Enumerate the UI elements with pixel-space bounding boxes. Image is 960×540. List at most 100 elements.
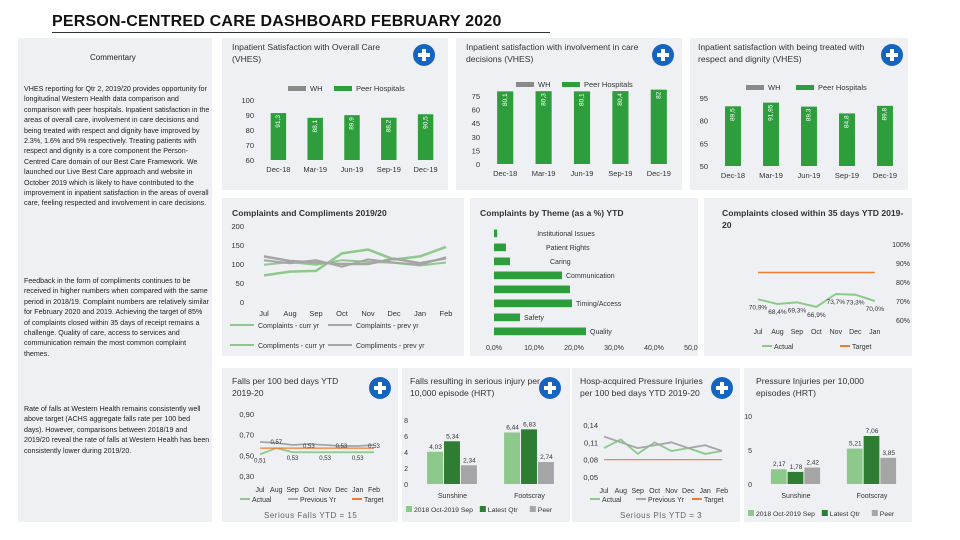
commentary-para-complaints: Feedback in the form of compliments cont…: [24, 277, 209, 358]
y-tick-label: 90%: [896, 261, 910, 268]
pressure-injury-chart: 10 5 0 2,17 1,782,42 Sunshine 5,21 7,06 3,85 Foot…: [744, 414, 897, 518]
respect-title: Inpatient satisfaction with being treate…: [698, 42, 865, 64]
legend-label-actual: Actual: [774, 344, 794, 351]
x-tick-label: 30,0%: [604, 345, 624, 352]
legend-label: Compliments - curr yr: [258, 343, 326, 350]
group-bar: [787, 471, 804, 484]
bar-wh: [877, 105, 893, 166]
bar-wh: [307, 117, 323, 160]
y-tick-label: 0,70: [239, 431, 254, 440]
point-value-label: 0,53: [319, 456, 331, 462]
falls-injury-panel: Falls resulting in serious injury per 10…: [402, 368, 570, 522]
bar-value-label: 80,1: [502, 93, 509, 106]
bar-value-label: 89,9: [349, 117, 356, 130]
bar-value-label: 5,21: [849, 441, 862, 448]
x-tick-label: Footscray: [857, 493, 888, 500]
y-tick-label: 80: [700, 117, 708, 126]
x-tick-label: Mar-19: [532, 169, 556, 178]
themes-title: Complaints by Theme (as a %) YTD: [480, 208, 624, 218]
x-tick-label: Nov: [830, 329, 843, 336]
x-tick-label: Dec: [335, 487, 348, 494]
x-tick-label: Sunshine: [781, 493, 810, 500]
series-line: [603, 438, 723, 456]
point-value-label: 0,53: [303, 444, 315, 450]
x-tick-label: Dec: [682, 488, 695, 495]
bar-wh: [763, 102, 779, 166]
bar-value-label: 7,06: [866, 428, 879, 435]
bar-wh: [381, 117, 397, 160]
themes-chart: Institutional Issues Patient Rights Caring…: [486, 229, 698, 352]
falls-logo-icon: [369, 377, 391, 399]
theme-bar: [494, 257, 510, 266]
legend-swatch: [871, 510, 878, 516]
y-tick-label: 45: [472, 119, 480, 128]
y-tick-label: 15: [472, 146, 480, 155]
dashboard-title: PERSON-CENTRED CARE DASHBOARD FEBRUARY 2…: [52, 13, 502, 30]
y-tick-label: 100%: [892, 242, 910, 249]
falls-panel: Falls per 100 bed days YTD 2019-20 0,90 0…: [222, 368, 398, 522]
series-line: [259, 441, 375, 447]
bar-value-label: 84,8: [844, 115, 851, 128]
hospital-logo-icon: [652, 44, 674, 66]
x-tick-label: Sep: [631, 488, 644, 495]
point-value-label: 73,3%: [846, 300, 865, 307]
commentary-heading: Commentary: [90, 53, 136, 62]
x-tick-label: Aug: [771, 329, 784, 336]
point-value-label: 0,51: [254, 458, 266, 464]
bar-value-label: 82: [656, 91, 663, 99]
y-tick-label: 70: [246, 141, 254, 150]
y-tick-label: 0,05: [583, 473, 598, 482]
falls-injury-title: Falls resulting in serious injury per 10…: [410, 376, 540, 398]
falls-chart: 0,90 0,70 0,50 0,30 0,51 0,57 0,53 0,53 0,53 0,53…: [239, 410, 383, 504]
group-bar: [537, 462, 554, 484]
x-tick-label: Jul: [754, 329, 763, 336]
legend-label: Complaints - prev yr: [356, 323, 419, 330]
y-tick-label: 70%: [896, 299, 910, 306]
legend-label: Peer: [538, 507, 553, 514]
pressure-logo-icon: [711, 377, 733, 399]
commentary-panel: Commentary VHES reporting for Qtr 2, 201…: [18, 38, 212, 522]
series-line: [263, 245, 447, 277]
x-tick-label: Nov: [319, 487, 332, 494]
bar-value-label: 91,3: [275, 115, 282, 128]
bar-value-label: 88,1: [312, 119, 319, 132]
group-bar: [863, 435, 880, 484]
theme-label: Quality: [590, 329, 612, 336]
legend-label: Target: [704, 497, 724, 504]
bar-wh: [573, 91, 591, 164]
bar-wh: [497, 91, 514, 164]
legend-swatch-peer: [334, 86, 352, 91]
title-underline: [52, 32, 550, 33]
point-value-label: 70,0%: [866, 306, 885, 313]
y-tick-label: 0,90: [239, 410, 254, 419]
y-tick-label: 5: [748, 448, 752, 455]
x-tick-label: Sunshine: [438, 493, 467, 500]
bar-value-label: 89,3: [806, 108, 813, 121]
legend-label: Previous Yr: [648, 497, 685, 504]
bar-value-label: 2,17: [773, 461, 786, 468]
x-tick-label: Sep-19: [835, 171, 859, 180]
legend-label-wh: WH: [310, 84, 323, 93]
x-tick-label: Sep: [286, 487, 299, 494]
complaints-chart: 200 150 100 50 0 Jul Aug Sep Oct Nov Dec Jan Feb Comp…: [230, 222, 452, 350]
x-tick-label: Nov: [665, 488, 678, 495]
involvement-chart: WH Peer Hospitals 75 60 45 30 15 0 80,1 Dec-18 80,…: [472, 80, 671, 178]
hospital-logo-icon: [881, 44, 903, 66]
x-tick-label: Feb: [368, 487, 380, 494]
x-tick-label: Jul: [600, 488, 609, 495]
x-tick-label: 0,0%: [486, 345, 502, 352]
theme-label: Communication: [566, 273, 615, 280]
legend-label-peer: Peer Hospitals: [356, 84, 405, 93]
closed-panel: Complaints closed within 35 days YTD 201…: [704, 198, 912, 356]
x-tick-label: Mar-19: [759, 171, 783, 180]
respect-panel: Inpatient satisfaction with being treate…: [690, 38, 908, 190]
x-tick-label: Aug: [270, 487, 283, 494]
x-tick-label: Feb: [716, 488, 728, 495]
x-tick-label: Jun-19: [341, 165, 364, 174]
x-tick-label: Oct: [336, 309, 349, 318]
y-tick-label: 6: [404, 434, 408, 441]
pressure-footer: Serious PIs YTD = 3: [620, 511, 703, 520]
x-tick-label: Nov: [361, 309, 375, 318]
themes-panel: Complaints by Theme (as a %) YTD Institu…: [470, 198, 698, 356]
x-tick-label: Dec: [387, 309, 401, 318]
